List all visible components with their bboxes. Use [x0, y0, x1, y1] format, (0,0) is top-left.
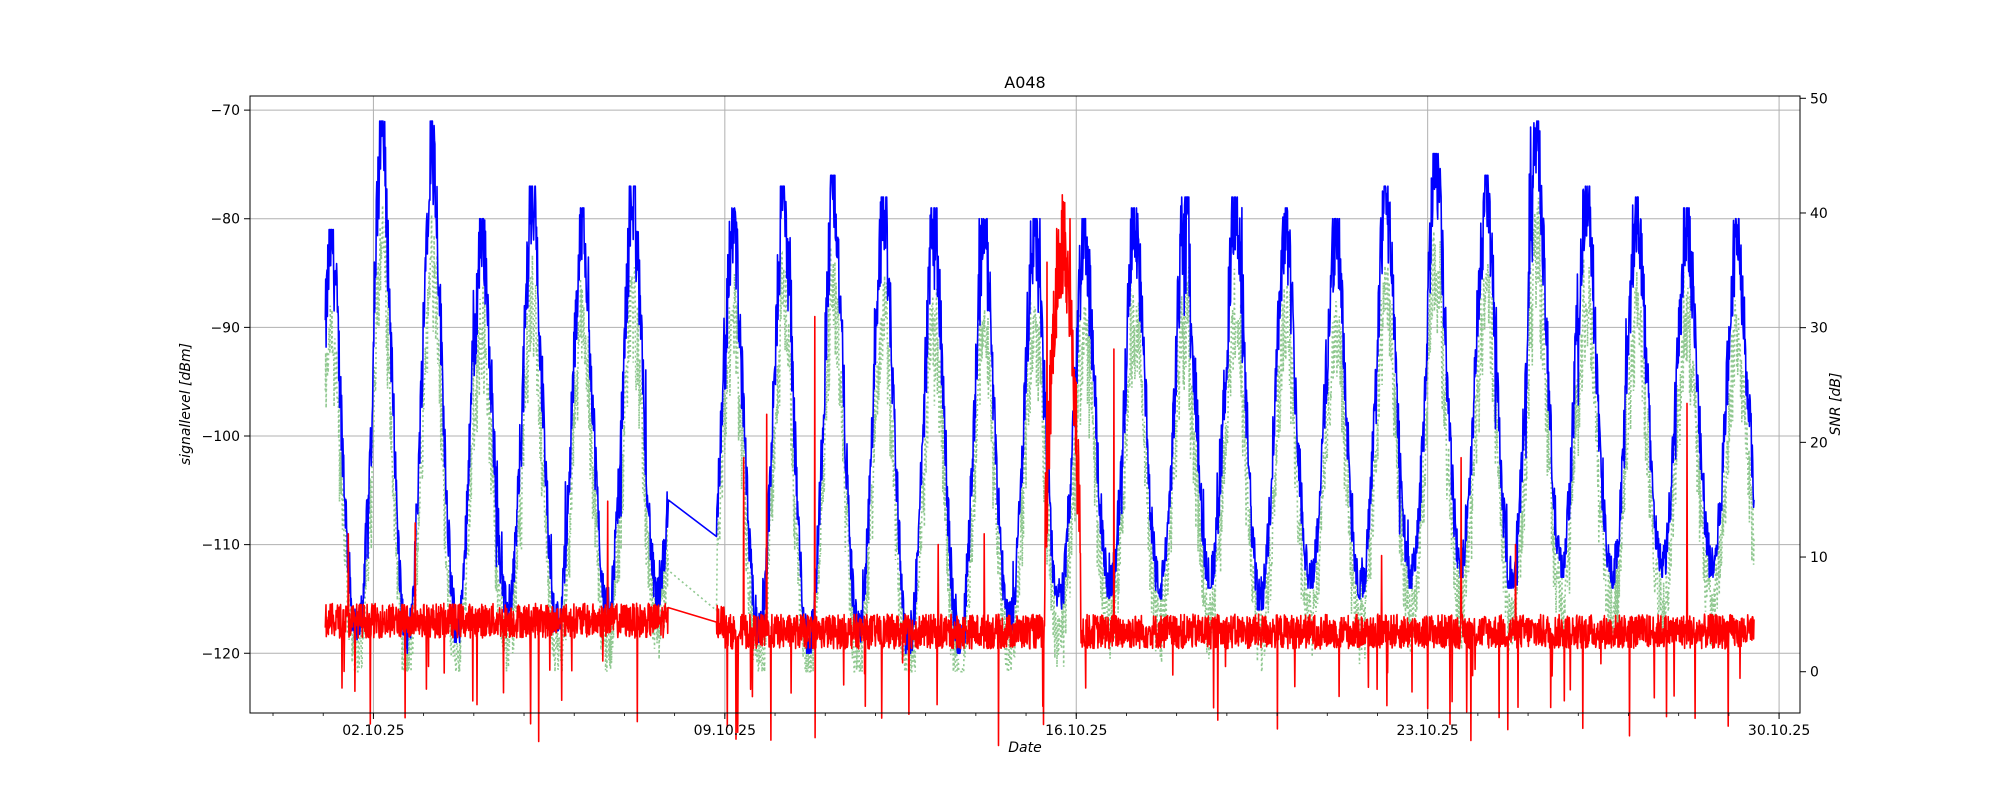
y-right-tick-label: 30 [1810, 321, 1828, 337]
y-left-tick-label: −110 [202, 538, 240, 554]
y-left-tick-label: −70 [210, 103, 240, 119]
y-axis-left-label: signallevel [dBm] [178, 343, 194, 465]
y-right-tick-label: 10 [1810, 550, 1828, 566]
noise-floor-series-line [324, 194, 1755, 747]
y-axis-right-label: SNR [dB] [1828, 373, 1844, 436]
x-axis-label: Date [1008, 740, 1041, 756]
y-left-tick-label: −90 [210, 320, 240, 336]
data-layer [324, 120, 1755, 747]
y-right-tick-label: 0 [1810, 665, 1819, 681]
chart-title: A048 [1004, 73, 1045, 92]
y-left-tick-label: −100 [202, 429, 240, 445]
y-right-tick-label: 40 [1810, 206, 1828, 222]
y-right-tick-label: 20 [1810, 435, 1828, 451]
y-left-tick-label: −80 [210, 212, 240, 228]
y-right-tick-label: 50 [1810, 91, 1828, 107]
y-left-tick-label: −120 [202, 646, 240, 662]
x-tick-label: 30.10.25 [1748, 723, 1810, 739]
x-tick-label: 23.10.25 [1396, 723, 1458, 739]
x-tick-label: 09.10.25 [694, 723, 756, 739]
plot-frame [249, 95, 1801, 714]
axes-layer: 02.10.25 09.10.25 16.10.25 23.10.25 30.10.25… [202, 91, 1828, 739]
x-tick-label: 16.10.25 [1045, 723, 1107, 739]
x-tick-label: 02.10.25 [342, 723, 404, 739]
